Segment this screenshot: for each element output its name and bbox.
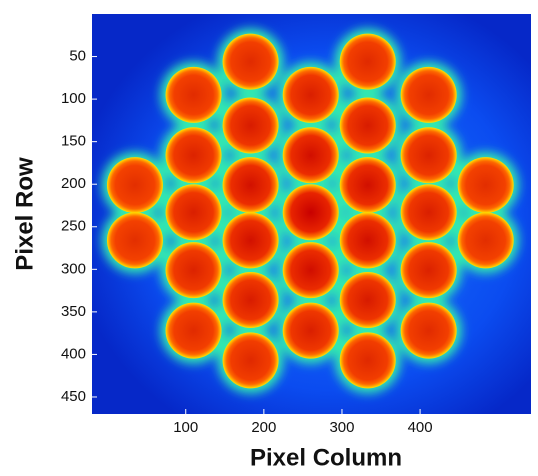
spot-tint — [404, 306, 453, 355]
spot — [222, 97, 279, 154]
spot — [400, 302, 457, 359]
x-tick-label: 100 — [173, 419, 198, 436]
spot-tint — [343, 216, 392, 265]
y-tick-label: 250 — [61, 218, 86, 235]
spot — [339, 97, 396, 154]
spot — [282, 242, 339, 299]
spot-tint — [110, 161, 159, 210]
y-tick-label: 100 — [61, 90, 86, 107]
spot-tint — [110, 216, 159, 265]
spot — [282, 184, 339, 241]
spot-tint — [286, 306, 335, 355]
spot-tint — [287, 188, 335, 236]
y-axis-label: Pixel Row — [11, 157, 38, 271]
y-tick-label: 150 — [61, 133, 86, 150]
spot-tint — [343, 336, 392, 385]
spot — [339, 33, 396, 90]
spot — [222, 271, 279, 328]
spot-tint — [169, 306, 218, 355]
y-tick-label: 450 — [61, 388, 86, 405]
spot-tint — [343, 37, 392, 86]
spot — [282, 127, 339, 184]
spot — [400, 66, 457, 123]
spot — [222, 212, 279, 269]
spot-tint — [226, 216, 275, 265]
spot-tint — [226, 101, 275, 150]
spot — [282, 66, 339, 123]
spot-tint — [461, 161, 510, 210]
spot-tint — [226, 336, 275, 385]
spot-tint — [226, 37, 275, 86]
spot-tint — [169, 246, 218, 295]
spot-tint — [286, 246, 335, 295]
y-tick-label: 350 — [61, 303, 86, 320]
spot — [339, 157, 396, 214]
spot-tint — [286, 131, 335, 180]
spot — [165, 184, 222, 241]
spot — [339, 332, 396, 389]
spot — [222, 332, 279, 389]
spot-tint — [226, 161, 275, 210]
spot — [339, 271, 396, 328]
spot-tint — [343, 275, 392, 324]
spot-tint — [343, 101, 392, 150]
spot — [222, 157, 279, 214]
y-tick-label: 200 — [61, 175, 86, 192]
spot — [400, 127, 457, 184]
spot — [165, 302, 222, 359]
spot — [400, 242, 457, 299]
spot — [165, 242, 222, 299]
spot — [339, 212, 396, 269]
x-tick-label: 400 — [408, 419, 433, 436]
spot-tint — [404, 70, 453, 119]
spot-tint — [169, 188, 218, 237]
spot-tint — [286, 70, 335, 119]
y-tick-label: 300 — [61, 260, 86, 277]
spots-layer — [106, 33, 514, 389]
spot-tint — [226, 275, 275, 324]
spot-tint — [169, 131, 218, 180]
y-tick-label: 400 — [61, 345, 86, 362]
spot — [457, 157, 514, 214]
x-tick-label: 200 — [251, 419, 276, 436]
spot-tint — [404, 188, 453, 237]
spot-tint — [461, 216, 510, 265]
y-tick-label: 50 — [69, 48, 86, 65]
x-axis-label: Pixel Column — [250, 444, 402, 471]
spot — [106, 212, 163, 269]
spot — [165, 127, 222, 184]
spot — [222, 33, 279, 90]
spot — [457, 212, 514, 269]
x-tick-label: 300 — [329, 419, 354, 436]
spot-tint — [404, 246, 453, 295]
spot — [400, 184, 457, 241]
spot-tint — [404, 131, 453, 180]
spot-tint — [169, 70, 218, 119]
spot-tint — [343, 161, 392, 210]
spot — [282, 302, 339, 359]
spot — [106, 157, 163, 214]
spot — [165, 66, 222, 123]
